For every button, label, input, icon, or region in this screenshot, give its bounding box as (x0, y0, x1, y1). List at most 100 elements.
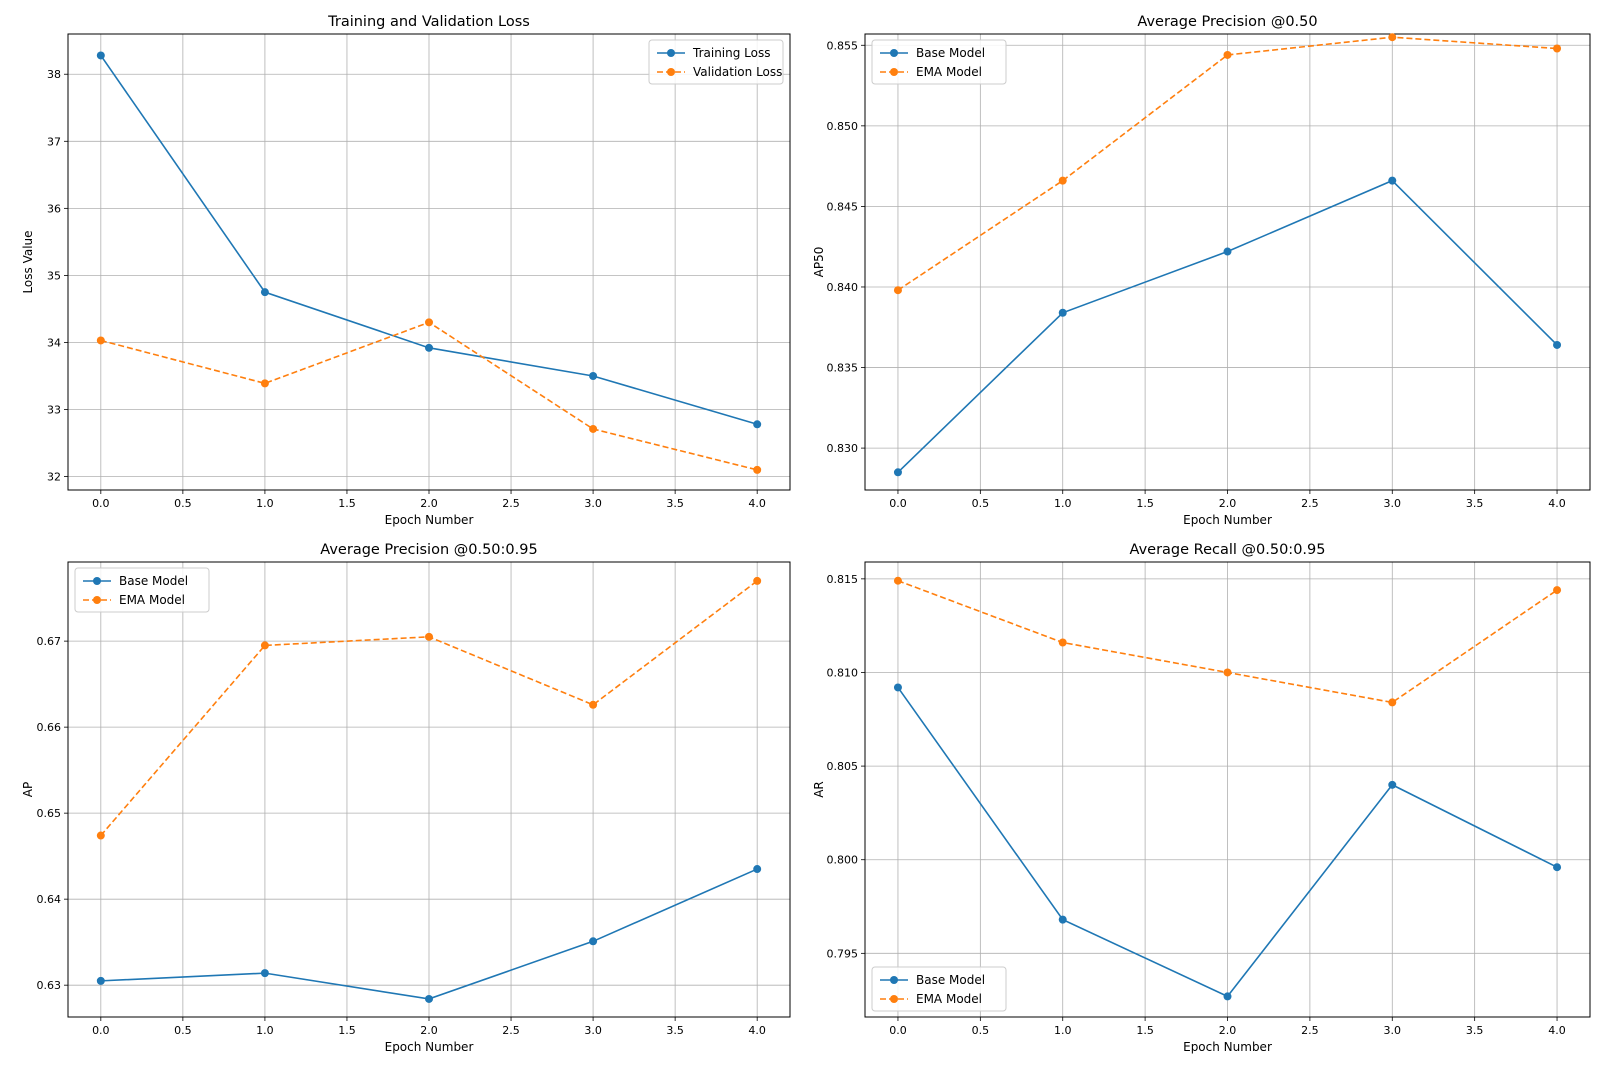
y-tick-label: 33 (47, 404, 61, 417)
data-point-base-model (1553, 340, 1562, 349)
y-tick-label: 0.66 (37, 721, 62, 734)
data-point-base-model (260, 969, 269, 978)
y-tick-label: 0.805 (827, 760, 859, 773)
x-axis-label: Epoch Number (1183, 1040, 1272, 1054)
data-point-ema-model (1388, 33, 1397, 42)
legend-label-base-model: Base Model (119, 574, 188, 588)
data-point-base-model (1058, 308, 1067, 317)
data-point-validation-loss (96, 336, 105, 345)
x-tick-label: 0.5 (972, 1024, 990, 1037)
data-point-training-loss (753, 420, 762, 429)
x-tick-label: 4.0 (748, 1024, 766, 1037)
x-tick-label: 4.0 (748, 497, 766, 510)
data-point-validation-loss (260, 379, 269, 388)
x-tick-label: 4.0 (1548, 497, 1566, 510)
x-tick-label: 3.5 (1466, 497, 1484, 510)
data-point-ema-model (893, 286, 902, 295)
y-axis-label: Loss Value (21, 230, 35, 293)
data-point-base-model (1223, 992, 1232, 1001)
legend-label-training-loss: Training Loss (692, 46, 770, 60)
data-point-validation-loss (589, 424, 598, 433)
data-point-training-loss (425, 343, 433, 352)
y-tick-label: 0.845 (827, 200, 859, 213)
x-axis-label: Epoch Number (1183, 513, 1272, 527)
x-tick-label: 1.0 (1054, 1024, 1072, 1037)
x-axis-label: Epoch Number (385, 1040, 474, 1054)
data-point-ema-model (1553, 586, 1562, 595)
data-point-ema-model (1553, 44, 1562, 53)
panel-average-precision-50-95: 0.0 0.5 1.0 1.5 2.0 2.5 3.0 3.5 4.0 0.63 0.64 0.65 0… (21, 542, 791, 1054)
y-tick-label: 0.855 (827, 39, 859, 52)
legend-label-base-model: Base Model (916, 46, 985, 60)
data-point-base-model (1058, 915, 1067, 924)
legend-box (648, 39, 784, 85)
data-point-ema-model (1388, 698, 1397, 707)
y-tick-label: 0.850 (827, 120, 859, 133)
y-tick-label: 36 (47, 202, 61, 215)
data-point-base-model (893, 468, 902, 477)
x-tick-label: 2.0 (420, 1024, 438, 1037)
x-axis-label: Epoch Number (385, 513, 474, 527)
x-tick-label: 1.5 (1136, 497, 1154, 510)
x-tick-label: 2.0 (1219, 497, 1237, 510)
panel-average-recall-50-95: 0.0 0.5 1.0 1.5 2.0 2.5 3.0 3.5 4.0 0.795 0.800 0.8… (812, 542, 1591, 1054)
legend-box (871, 39, 1007, 85)
data-point-ema-model (753, 576, 762, 585)
x-tick-label: 3.0 (1384, 497, 1402, 510)
y-tick-label: 34 (47, 336, 61, 349)
legend: Base Model EMA Model (871, 39, 1007, 85)
data-point-base-model (1223, 247, 1232, 256)
data-point-base-model (753, 865, 762, 874)
panel-average-precision-50: 0.0 0.5 1.0 1.5 2.0 2.5 3.0 3.5 4.0 0.830 0.835 0.8… (812, 14, 1591, 527)
y-tick-label: 0.830 (827, 442, 859, 455)
x-tick-label: 2.5 (502, 497, 520, 510)
x-tick-label: 3.0 (584, 497, 602, 510)
x-tick-label: 0.0 (92, 1024, 110, 1037)
y-axis-label: AP (21, 782, 35, 797)
legend-swatch-marker (93, 577, 101, 585)
chart-title: Average Recall @0.50:0.95 (1130, 542, 1326, 558)
legend-swatch-marker (667, 68, 675, 76)
legend-swatch-marker (890, 68, 898, 76)
y-tick-label: 0.795 (827, 947, 859, 960)
data-point-ema-model (1058, 176, 1067, 185)
data-point-base-model (425, 994, 433, 1003)
x-tick-label: 0.0 (889, 1024, 907, 1037)
data-point-base-model (893, 683, 902, 692)
data-point-training-loss (589, 372, 598, 380)
data-point-base-model (589, 937, 598, 946)
y-tick-label: 35 (47, 269, 61, 282)
legend-label-base-model: Base Model (916, 973, 985, 987)
data-point-ema-model (1223, 668, 1232, 677)
y-tick-label: 0.840 (827, 281, 859, 294)
x-tick-label: 0.5 (174, 497, 192, 510)
legend-swatch-marker (93, 596, 101, 604)
legend-label-ema-model: EMA Model (916, 992, 982, 1006)
x-tick-label: 1.0 (256, 1024, 274, 1037)
x-tick-label: 1.0 (1054, 497, 1072, 510)
x-tick-label: 1.5 (1136, 1024, 1154, 1037)
legend-swatch-marker (890, 49, 898, 57)
y-tick-label: 0.810 (827, 666, 859, 679)
panel-training-validation-loss: 0.0 0.5 1.0 1.5 2.0 2.5 3.0 3.5 4.0 32 33 34 35 36 37 3… (21, 14, 791, 527)
y-tick-label: 38 (47, 68, 61, 81)
data-point-base-model (1553, 863, 1562, 872)
data-point-validation-loss (753, 465, 762, 474)
x-tick-label: 1.5 (338, 497, 356, 510)
x-tick-label: 0.5 (972, 497, 990, 510)
chart-title: Average Precision @0.50 (1137, 14, 1317, 30)
chart-title: Average Precision @0.50:0.95 (320, 542, 537, 558)
data-point-training-loss (260, 288, 269, 297)
legend-label-ema-model: EMA Model (916, 65, 982, 79)
x-tick-label: 3.0 (584, 1024, 602, 1037)
y-tick-label: 37 (47, 135, 61, 148)
y-tick-label: 0.63 (37, 979, 62, 992)
x-tick-label: 1.5 (338, 1024, 356, 1037)
x-tick-label: 0.0 (92, 497, 110, 510)
x-tick-label: 2.0 (420, 497, 438, 510)
legend: Base Model EMA Model (74, 567, 210, 613)
data-point-base-model (1388, 176, 1397, 185)
x-tick-label: 2.0 (1219, 1024, 1237, 1037)
x-tick-label: 0.0 (889, 497, 907, 510)
